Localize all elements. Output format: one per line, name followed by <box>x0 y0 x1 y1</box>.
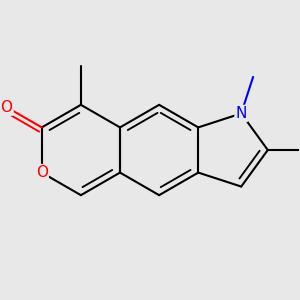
Text: N: N <box>236 106 247 121</box>
Text: O: O <box>36 165 48 180</box>
Text: O: O <box>1 100 13 115</box>
